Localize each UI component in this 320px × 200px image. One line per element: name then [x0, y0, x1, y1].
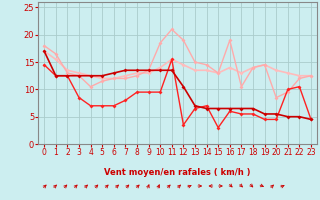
- X-axis label: Vent moyen/en rafales ( km/h ): Vent moyen/en rafales ( km/h ): [104, 168, 251, 177]
